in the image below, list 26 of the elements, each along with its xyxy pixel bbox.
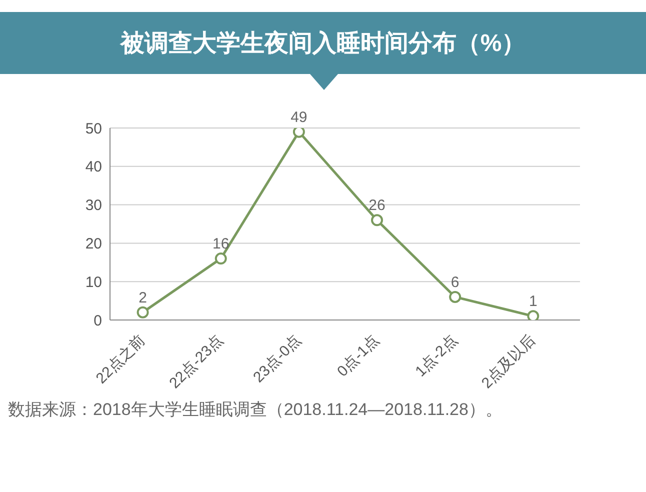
data-label: 49 bbox=[290, 108, 308, 126]
y-tick-label: 30 bbox=[85, 197, 102, 214]
y-tick-label: 40 bbox=[85, 158, 102, 176]
x-tick-label: 1点-2点 bbox=[412, 332, 461, 380]
x-tick-label: 22点-23点 bbox=[166, 332, 226, 392]
point bbox=[292, 128, 305, 138]
y-tick-label: 10 bbox=[85, 274, 102, 291]
x-tick-label: 0点-1点 bbox=[334, 332, 383, 380]
point bbox=[214, 252, 227, 265]
x-tick-label: 23点-0点 bbox=[250, 332, 305, 386]
data-label: 26 bbox=[368, 197, 386, 214]
x-tick-label: 2点及以后 bbox=[478, 332, 539, 392]
y-tick-label: 50 bbox=[85, 120, 102, 138]
point bbox=[449, 290, 462, 303]
x-tick-label: 22点之前 bbox=[92, 332, 148, 388]
point bbox=[136, 306, 149, 318]
data-label: 16 bbox=[212, 236, 230, 253]
data-label: 2 bbox=[138, 289, 147, 306]
data-label: 1 bbox=[528, 293, 538, 310]
y-tick-label: 20 bbox=[85, 236, 102, 253]
y-tick-label: 0 bbox=[94, 312, 102, 330]
source-note: 数据来源：2018年大学生睡眠调查（2018.11.24—2018.11.28）。 bbox=[8, 399, 502, 421]
point bbox=[527, 310, 540, 320]
chart-title: 被调查大学生夜间入睡时间分布（%） bbox=[0, 12, 646, 74]
data-label: 6 bbox=[450, 274, 460, 291]
point bbox=[371, 214, 384, 226]
